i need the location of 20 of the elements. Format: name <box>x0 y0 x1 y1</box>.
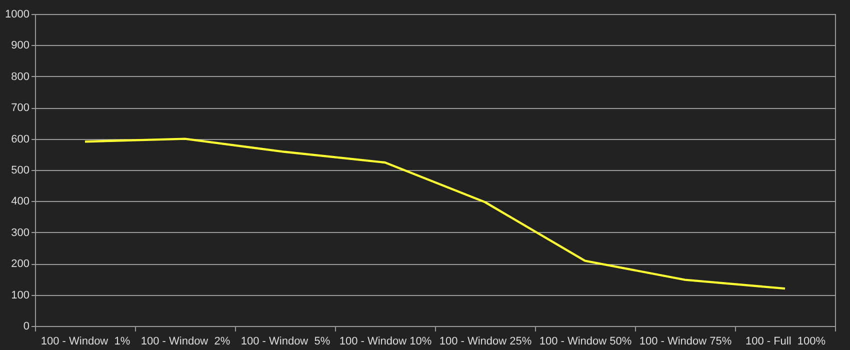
x-tick-label: 100 - Window 50% <box>539 336 632 348</box>
x-tick-label: 100 - Window 10% <box>339 336 432 348</box>
y-tick-label: 1000 <box>5 8 30 20</box>
y-tick-label: 900 <box>11 40 30 52</box>
x-tick-label: 100 - Window 5% <box>240 336 330 348</box>
y-tick-label: 800 <box>11 70 30 83</box>
y-tick-label: 0 <box>23 320 30 332</box>
line-series <box>84 138 786 290</box>
y-tick-label: 300 <box>11 226 30 239</box>
x-tick-label: 100 - Window 75% <box>639 336 732 348</box>
y-tick-label: 600 <box>11 133 30 146</box>
x-tick-label: 100 - Window 2% <box>140 336 230 348</box>
y-tick-label: 400 <box>11 196 30 208</box>
x-tick-label: 100 - Full 100% <box>745 336 826 348</box>
y-tick-label: 100 <box>11 289 30 302</box>
y-tick-label: 200 <box>11 258 30 270</box>
x-tick-label: 100 - Window 1% <box>40 336 130 348</box>
y-tick-label: 700 <box>11 102 30 114</box>
x-tick-label: 100 - Window 25% <box>439 336 532 348</box>
y-tick-label: 500 <box>11 164 30 176</box>
